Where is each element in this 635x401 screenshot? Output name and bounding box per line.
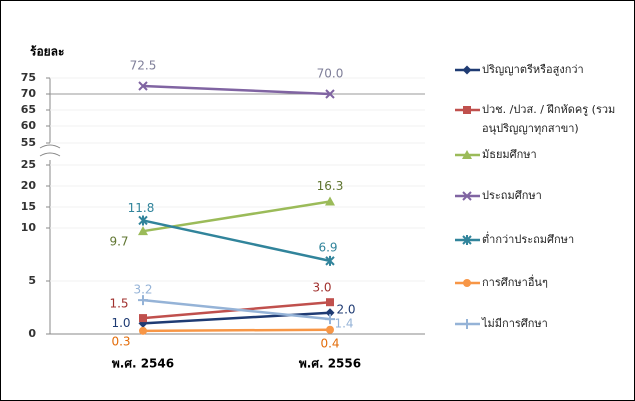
legend-label: ประถมศึกษา bbox=[482, 189, 542, 202]
series-line bbox=[142, 328, 331, 333]
y-tick-label: 5 bbox=[28, 274, 36, 287]
marker bbox=[326, 298, 334, 307]
data-label: 0.3 bbox=[111, 334, 130, 348]
marker bbox=[326, 325, 334, 334]
series-line bbox=[142, 311, 331, 325]
data-label: 3.0 bbox=[312, 281, 331, 295]
marker bbox=[325, 89, 335, 99]
y-axis-label: ร้อยละ bbox=[30, 45, 64, 59]
legend-label: ปวช. /ปวส. / ฝึกหัดครู (รวมอนุปริญญาทุกส… bbox=[482, 103, 616, 135]
marker bbox=[138, 226, 148, 236]
data-label: 72.5 bbox=[130, 59, 157, 73]
axis-break bbox=[39, 144, 61, 157]
marker bbox=[462, 150, 472, 159]
marker bbox=[325, 308, 335, 318]
data-label: 16.3 bbox=[317, 179, 344, 193]
y-tick-label: 55 bbox=[21, 136, 36, 149]
y-tick-label: 15 bbox=[21, 200, 36, 213]
y-tick-label: 65 bbox=[21, 103, 36, 116]
marker bbox=[463, 106, 471, 114]
data-label: 1.4 bbox=[334, 317, 353, 331]
marker bbox=[138, 81, 148, 91]
marker bbox=[325, 196, 335, 206]
marker bbox=[139, 326, 147, 335]
y-tick-label: 20 bbox=[21, 179, 37, 192]
y-tick-label: 60 bbox=[21, 119, 37, 132]
legend-label: ไม่มีการศึกษา bbox=[482, 317, 548, 330]
data-label: 1.0 bbox=[111, 316, 130, 330]
data-label: 11.8 bbox=[128, 201, 155, 215]
marker bbox=[462, 65, 472, 75]
marker bbox=[462, 191, 472, 201]
x-tick-label: พ.ศ. 2546 bbox=[112, 357, 174, 371]
data-label: 0.4 bbox=[320, 336, 339, 350]
series-line bbox=[142, 84, 331, 96]
data-label: 6.9 bbox=[318, 240, 337, 254]
marker bbox=[325, 255, 335, 266]
series-line bbox=[142, 298, 331, 321]
data-label: 3.2 bbox=[133, 283, 152, 297]
legend-label: ต่ำกว่าประถมศึกษา bbox=[482, 233, 575, 246]
y-tick-label: 25 bbox=[21, 158, 36, 171]
y-tick-label: 70 bbox=[21, 87, 37, 100]
marker bbox=[138, 215, 148, 226]
y-tick-label: 10 bbox=[21, 221, 37, 234]
data-label: 2.0 bbox=[336, 302, 355, 316]
x-tick-label: พ.ศ. 2556 bbox=[299, 357, 361, 371]
legend-label: มัธยมศึกษา bbox=[482, 148, 537, 161]
marker bbox=[139, 314, 147, 323]
y-tick-label: 0 bbox=[28, 327, 36, 340]
data-label: 9.7 bbox=[109, 235, 128, 249]
marker bbox=[462, 319, 472, 329]
legend-label: การศึกษาอื่นๆ bbox=[482, 276, 548, 289]
y-tick-label: 75 bbox=[21, 71, 36, 84]
data-label: 70.0 bbox=[317, 67, 344, 81]
marker bbox=[463, 279, 471, 287]
marker bbox=[138, 295, 148, 306]
legend-label: ปริญญาตรีหรือสูงกว่า bbox=[482, 63, 584, 76]
data-label: 1.5 bbox=[109, 297, 128, 311]
marker bbox=[462, 235, 472, 245]
series-line bbox=[142, 219, 331, 263]
marker bbox=[325, 314, 335, 325]
